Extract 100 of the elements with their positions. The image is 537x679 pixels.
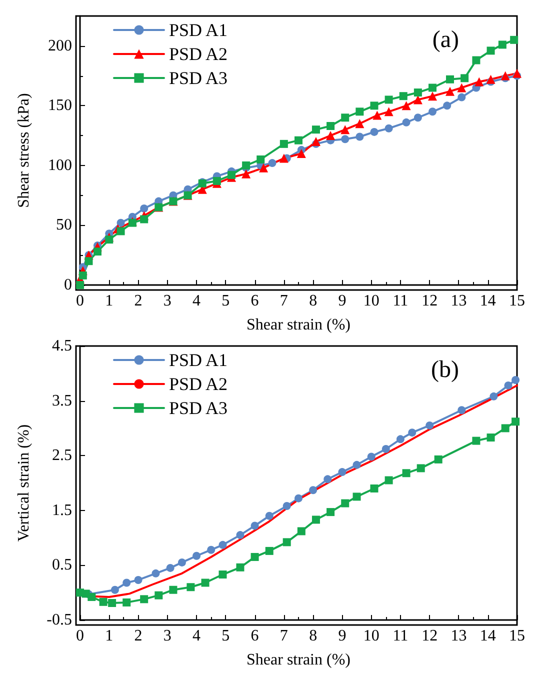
point <box>309 486 318 494</box>
point <box>500 71 510 80</box>
point <box>446 75 454 84</box>
point <box>207 546 216 554</box>
legend-label: PSD A1 <box>169 20 228 40</box>
y-tick-label: 150 <box>48 97 72 114</box>
point <box>236 531 244 540</box>
point <box>192 552 201 560</box>
point <box>370 484 378 492</box>
legend-label: PSD A1 <box>169 350 228 370</box>
point <box>201 578 210 587</box>
legend-label: PSD A3 <box>169 68 228 88</box>
point <box>367 452 376 461</box>
x-tick-label: 9 <box>338 628 346 644</box>
x-tick-label: 1 <box>105 628 114 644</box>
point <box>279 154 288 163</box>
point <box>414 114 422 122</box>
point <box>460 74 469 82</box>
point <box>169 586 178 594</box>
point <box>326 508 335 516</box>
x-tick-label: 10 <box>363 628 380 644</box>
point <box>140 595 148 604</box>
point <box>84 257 93 266</box>
point <box>341 499 350 508</box>
legend-label: PSD A3 <box>169 398 228 418</box>
point <box>282 538 291 546</box>
point <box>510 36 518 44</box>
point <box>122 598 131 606</box>
point <box>140 215 148 224</box>
point <box>178 558 186 566</box>
point <box>312 126 320 134</box>
point <box>504 381 512 390</box>
x-tick-label: 15 <box>509 628 525 644</box>
point <box>382 445 390 454</box>
point <box>414 88 422 97</box>
legend-label: PSD A2 <box>169 374 228 394</box>
point <box>122 578 131 587</box>
point <box>227 171 236 180</box>
point <box>259 163 268 172</box>
point <box>490 392 498 400</box>
annotation: (b) <box>431 357 459 383</box>
point <box>280 140 288 148</box>
point <box>356 108 364 116</box>
point <box>154 591 163 600</box>
x-tick-label: 10 <box>363 292 380 310</box>
x-tick-label: 11 <box>392 292 408 310</box>
point <box>324 475 332 484</box>
x-tick-label: 1 <box>105 292 114 310</box>
point <box>312 516 320 524</box>
x-axis-title: Shear strain (%) <box>246 652 350 668</box>
x-tick-label: 11 <box>392 628 408 644</box>
point <box>396 435 404 444</box>
y-tick-label: 200 <box>48 37 72 54</box>
point <box>384 96 393 104</box>
point <box>250 522 259 530</box>
y-tick-label: 0 <box>64 276 72 294</box>
point <box>326 131 336 140</box>
point <box>355 119 364 128</box>
point <box>352 492 361 501</box>
point <box>116 218 125 227</box>
point <box>458 93 466 102</box>
point <box>93 248 102 256</box>
x-tick-label: 6 <box>250 628 259 644</box>
point <box>341 135 350 144</box>
point <box>428 84 437 92</box>
point <box>212 176 221 185</box>
x-tick-label: 15 <box>509 292 525 310</box>
point <box>152 569 160 578</box>
point <box>370 102 378 110</box>
point <box>512 68 522 78</box>
y-tick-label: 100 <box>48 156 72 174</box>
x-axis-title: Shear strain (%) <box>246 316 350 334</box>
point <box>338 468 346 476</box>
point <box>218 540 227 549</box>
point <box>105 236 114 244</box>
y-tick-label: 50 <box>56 216 72 234</box>
point <box>341 114 350 122</box>
point <box>512 418 520 426</box>
point <box>399 92 408 100</box>
x-tick-label: 13 <box>450 628 467 644</box>
point <box>474 77 484 86</box>
point <box>426 421 434 430</box>
x-tick-label: 14 <box>480 292 496 310</box>
x-tick-label: 2 <box>134 292 142 310</box>
point <box>458 406 466 414</box>
point <box>428 92 438 101</box>
x-tick-label: 2 <box>134 628 142 644</box>
point <box>402 118 410 126</box>
point <box>311 137 320 146</box>
point <box>186 583 195 592</box>
point <box>250 552 259 561</box>
x-tick-label: 4 <box>192 292 201 310</box>
point <box>445 86 454 96</box>
y-tick-label: 0.5 <box>52 556 72 574</box>
point <box>434 455 442 464</box>
y-axis-title: Vertical strain (%) <box>16 424 32 542</box>
point <box>486 74 496 84</box>
point <box>512 376 520 384</box>
y-tick-label: 4.5 <box>52 338 72 354</box>
point <box>88 592 96 601</box>
